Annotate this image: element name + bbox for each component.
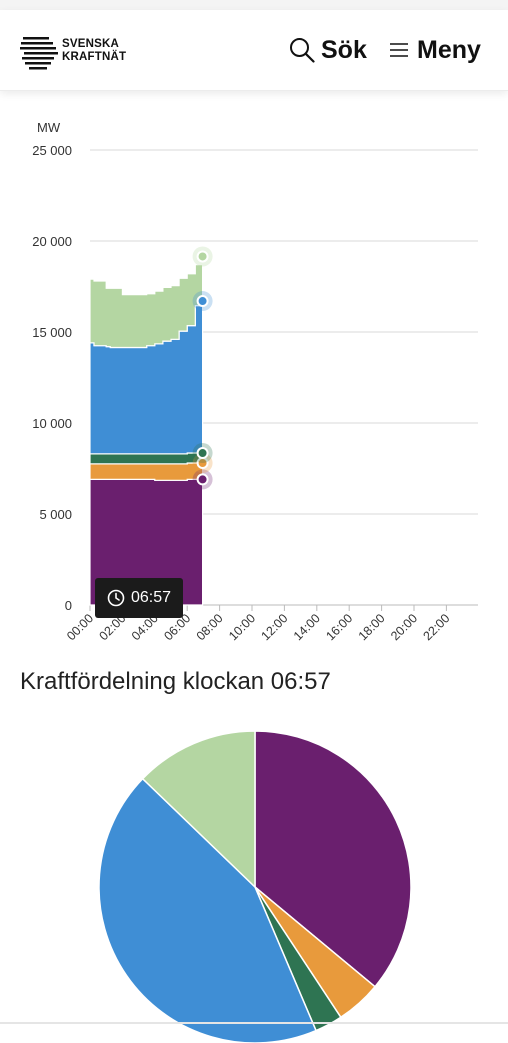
y-tick-label: 15 000 bbox=[32, 325, 72, 340]
area-series-1 bbox=[89, 462, 204, 481]
logo-text: SVENSKA KRAFTNÄT bbox=[62, 38, 126, 64]
site-header: SVENSKA KRAFTNÄT Sök Meny bbox=[0, 10, 508, 91]
search-label: Sök bbox=[321, 35, 367, 64]
series-end-marker-2 bbox=[196, 447, 209, 460]
x-tick-label: 22:00 bbox=[421, 611, 453, 643]
distribution-title: Kraftfördelning klockan 06:57 bbox=[20, 668, 331, 695]
logo-mark-icon bbox=[20, 37, 58, 70]
y-tick-label: 25 000 bbox=[32, 143, 72, 158]
x-tick-label: 16:00 bbox=[323, 611, 355, 643]
series-end-marker-0 bbox=[196, 473, 209, 486]
logo-text-line1: SVENSKA bbox=[62, 38, 119, 50]
distribution-pie-chart bbox=[99, 731, 411, 1043]
y-tick-label: 5 000 bbox=[39, 507, 72, 522]
y-tick-label: 10 000 bbox=[32, 416, 72, 431]
x-tick-label: 08:00 bbox=[194, 611, 226, 643]
clock-icon bbox=[107, 589, 125, 607]
x-tick-label: 18:00 bbox=[356, 611, 388, 643]
tooltip-time: 06:57 bbox=[130, 589, 172, 606]
time-tooltip: 06:57 bbox=[95, 578, 183, 618]
x-tick-label: 10:00 bbox=[226, 611, 258, 643]
series-end-marker-4 bbox=[196, 250, 209, 263]
search-button[interactable]: Sök bbox=[289, 34, 367, 66]
hamburger-icon bbox=[390, 43, 408, 57]
top-strip bbox=[0, 0, 508, 10]
search-icon bbox=[290, 38, 315, 63]
logo-text-line2: KRAFTNÄT bbox=[62, 51, 127, 63]
bottom-divider bbox=[0, 1022, 508, 1024]
x-tick-label: 00:00 bbox=[64, 611, 96, 643]
x-tick-label: 12:00 bbox=[259, 611, 291, 643]
y-tick-label: 0 bbox=[65, 598, 72, 613]
menu-label: Meny bbox=[417, 35, 481, 64]
pie-slice-0 bbox=[254, 731, 411, 988]
series-end-marker-3 bbox=[196, 295, 209, 308]
pie-slice-4 bbox=[141, 731, 256, 889]
area-series-2 bbox=[89, 452, 204, 465]
y-axis-label: MW bbox=[37, 120, 61, 135]
logo[interactable]: SVENSKA KRAFTNÄT bbox=[20, 36, 140, 70]
x-tick-label: 20:00 bbox=[388, 611, 420, 643]
y-tick-label: 20 000 bbox=[32, 234, 72, 249]
menu-button[interactable]: Meny bbox=[389, 34, 481, 66]
x-tick-label: 14:00 bbox=[291, 611, 323, 643]
